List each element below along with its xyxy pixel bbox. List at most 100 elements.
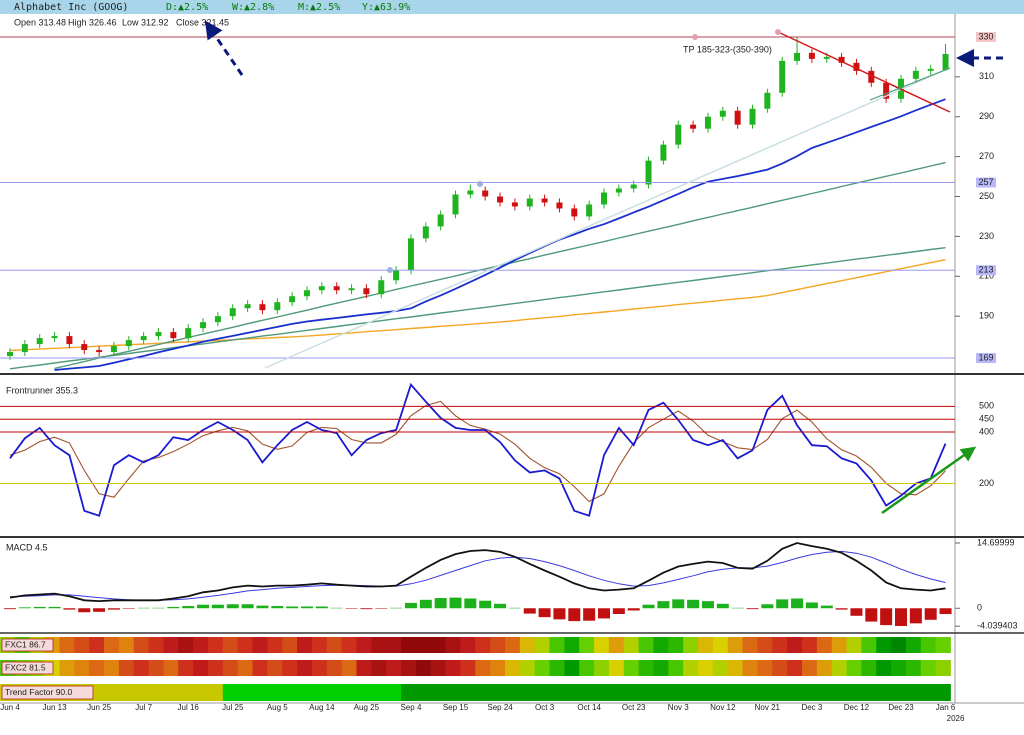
heat-cell: [297, 637, 313, 653]
heat-cell: [801, 660, 818, 676]
heat-cell: [816, 660, 833, 676]
x-tick-label: Sep 24: [487, 703, 513, 712]
y-tick-label: 270: [979, 151, 994, 161]
histogram-bar: [18, 607, 31, 609]
heat-cell: [118, 637, 135, 653]
histogram-bar: [33, 606, 46, 609]
ohlc-label: Open 313.48: [14, 17, 66, 27]
histogram-bar: [360, 608, 373, 610]
ohlc-label: High 326.46: [68, 17, 117, 27]
heat-cell: [193, 637, 209, 653]
heat-cell: [638, 660, 654, 676]
marker: [775, 29, 781, 35]
histogram-bar: [390, 607, 403, 609]
candle-body: [214, 316, 221, 323]
heat-cell: [712, 684, 729, 701]
candle-body: [36, 338, 43, 345]
candle-body: [808, 52, 815, 59]
y-tick-label: 230: [979, 231, 994, 241]
heat-cell: [653, 684, 669, 701]
heat-cell: [222, 660, 239, 676]
heat-cell: [564, 637, 580, 653]
heat-cell: [876, 637, 892, 653]
candle-body: [81, 344, 88, 351]
heat-cell: [193, 684, 209, 701]
heat-cell: [920, 660, 937, 676]
heat-cell: [519, 660, 536, 676]
heat-cell: [386, 637, 402, 653]
heat-cell: [534, 637, 550, 653]
heat-cell: [608, 637, 625, 653]
heat-cell: [905, 684, 922, 701]
y-tick-label: 310: [979, 71, 994, 81]
candle-body: [511, 202, 518, 207]
heat-cell: [311, 684, 328, 701]
histogram-bar: [434, 598, 447, 609]
candle-body: [734, 110, 741, 125]
heat-cell: [504, 637, 521, 653]
heat-cell: [683, 684, 699, 701]
heat-cell: [297, 684, 313, 701]
heat-cell: [594, 637, 610, 653]
heat-cell: [460, 637, 476, 653]
candle-body: [660, 144, 667, 161]
x-tick-label: Dec 3: [801, 703, 822, 712]
histogram-bar: [479, 600, 492, 609]
y-tick-label: 200: [979, 478, 994, 488]
y-tick-label: 14.69999: [977, 537, 1015, 547]
heat-cell: [935, 660, 951, 676]
histogram-bar: [805, 602, 818, 609]
heat-cell: [415, 684, 432, 701]
x-tick-label: Oct 14: [577, 703, 601, 712]
heat-cell: [831, 660, 847, 676]
heat-cell: [237, 660, 253, 676]
heat-cell: [252, 637, 268, 653]
heat-cell: [371, 660, 387, 676]
candle-body: [823, 56, 830, 59]
histogram-bar: [93, 608, 106, 612]
x-tick-label: Jun 25: [87, 703, 112, 712]
heat-cell: [133, 684, 149, 701]
heat-cell: [772, 660, 788, 676]
heat-cell: [311, 660, 328, 676]
macd-line: [9, 550, 946, 601]
heat-cell: [668, 660, 684, 676]
heat-cell: [133, 637, 149, 653]
heat-cell: [415, 637, 432, 653]
histogram-bar: [701, 601, 714, 609]
heat-cell: [445, 660, 461, 676]
strip-label-box: [1, 638, 54, 652]
candle-body: [779, 60, 786, 93]
heat-cell: [846, 637, 862, 653]
heat-cell: [178, 637, 194, 653]
header-change: Y:▲63.9%: [362, 2, 410, 13]
heat-cell: [490, 684, 506, 701]
heat-cell: [772, 637, 788, 653]
histogram-bar: [345, 608, 358, 609]
y-tick-label: 450: [979, 414, 994, 424]
candle-body: [437, 214, 444, 227]
histogram-bar: [716, 603, 729, 609]
panel-title: Frontrunner 355.3: [6, 385, 78, 395]
heat-cell: [549, 684, 565, 701]
marker: [387, 267, 393, 273]
candle-body: [467, 190, 474, 195]
histogram-bar: [375, 608, 388, 609]
heat-cell: [401, 684, 417, 701]
heat-cell: [846, 684, 862, 701]
histogram-bar: [850, 608, 863, 616]
heat-cell: [59, 637, 75, 653]
level-label: 169: [978, 352, 993, 362]
candle-body: [7, 352, 13, 357]
arrow: [881, 446, 977, 515]
histogram-bar: [449, 597, 462, 609]
heat-cell: [267, 660, 283, 676]
histogram-bar: [642, 604, 655, 609]
heat-cell: [401, 637, 417, 653]
x-tick-label: Oct 3: [535, 703, 555, 712]
strip-label-box: [1, 661, 54, 675]
heat-cell: [579, 637, 595, 653]
candle-body: [556, 202, 563, 209]
heat-cell: [148, 637, 164, 653]
heat-cell: [683, 660, 699, 676]
